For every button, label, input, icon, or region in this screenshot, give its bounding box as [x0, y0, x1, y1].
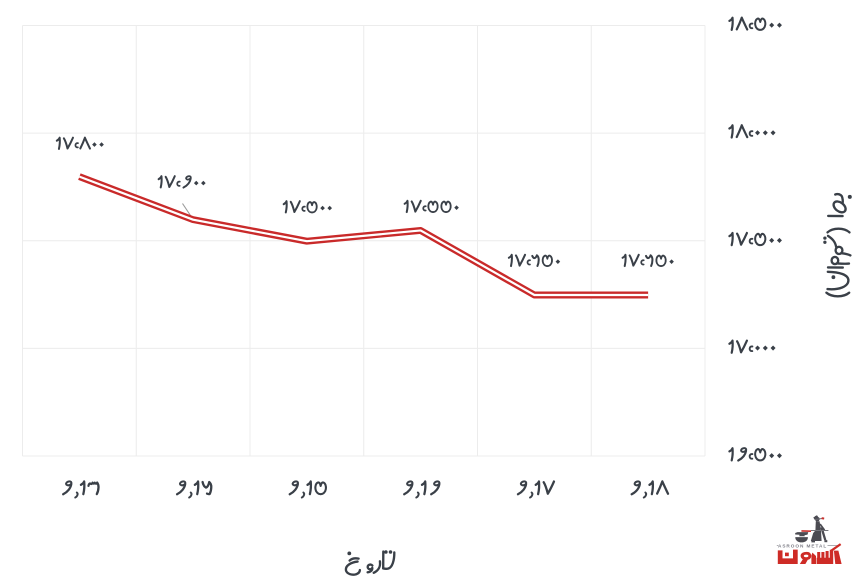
svg-text:ASROON METAL: ASROON METAL: [778, 543, 827, 548]
